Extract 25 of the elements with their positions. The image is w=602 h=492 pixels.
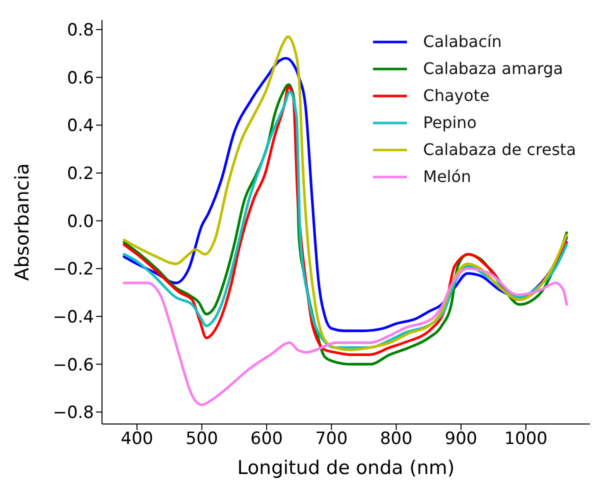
legend-label: Calabacín [423, 31, 502, 53]
x-tick-label: 900 [444, 429, 478, 450]
x-tick-label: 700 [315, 429, 348, 450]
legend-label: Melón [423, 166, 472, 188]
y-tick-label: 0.2 [66, 164, 94, 184]
y-tick-label: −0.2 [52, 260, 94, 280]
legend-label: Chayote [423, 85, 490, 107]
y-tick-label: 0.4 [66, 116, 94, 136]
x-tick-label: 500 [186, 429, 218, 450]
line-series [122, 267, 568, 406]
y-tick-label: 0.0 [66, 212, 94, 232]
y-tick-label: −0.4 [52, 307, 94, 328]
legend-label: Pepino [423, 112, 477, 134]
x-axis-title: Longitud de onda (nm) [237, 457, 455, 479]
x-tick-label: 800 [380, 429, 412, 450]
x-tick-label: 1000 [504, 429, 548, 450]
y-tick-label: −0.8 [52, 403, 94, 424]
x-tick-label: 400 [120, 429, 154, 450]
y-tick-label: −0.6 [52, 355, 94, 376]
legend-label: Calabaza de cresta [423, 139, 576, 161]
y-axis-title: Absorbancia [12, 163, 34, 281]
legend-label: Calabaza amarga [423, 58, 564, 80]
y-tick-label: 0.6 [66, 68, 94, 88]
y-tick-label: 0.8 [66, 20, 94, 41]
x-tick-label: 600 [250, 429, 283, 450]
